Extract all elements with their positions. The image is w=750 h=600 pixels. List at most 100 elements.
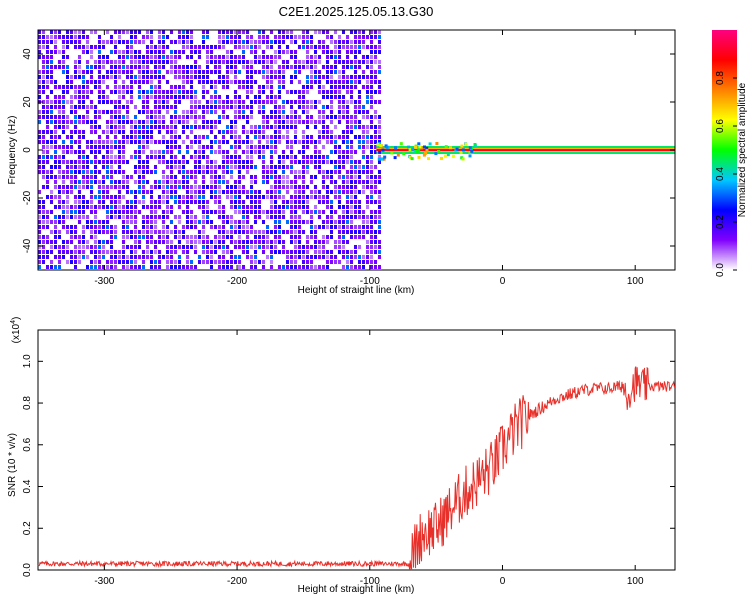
spectrogram-cell — [326, 250, 329, 254]
spectrogram-cell — [242, 140, 245, 144]
spectrogram-cell — [106, 140, 109, 144]
spectrogram-cell — [62, 70, 65, 74]
spectrogram-cell — [182, 110, 185, 114]
spectrogram-cell — [262, 265, 265, 269]
colorbar-gradient — [712, 30, 737, 270]
spectrogram-cell — [102, 55, 105, 59]
spectrogram-cell — [66, 240, 69, 244]
spectrogram-cell — [210, 145, 213, 149]
spectrogram-cell — [70, 235, 73, 239]
spectrogram-cell — [142, 215, 145, 219]
spectrogram-cell — [374, 235, 377, 239]
spectrogram-cell — [270, 80, 273, 84]
spectrogram-cell — [186, 120, 189, 124]
spectrogram-cell — [322, 255, 325, 259]
spectrogram-cell — [74, 95, 77, 99]
signal-speckle — [418, 145, 422, 149]
spectrogram-cell — [214, 250, 217, 254]
spectrogram-cell — [266, 140, 269, 144]
spectrogram-cell — [94, 140, 97, 144]
spectrogram-cell — [186, 30, 189, 34]
spectrogram-cell — [370, 210, 373, 214]
spectrogram-cell — [162, 230, 165, 234]
spectrogram-cell — [190, 225, 193, 229]
spectrogram-cell — [110, 235, 113, 239]
spectrogram-cell — [370, 100, 373, 104]
spectrogram-cell — [346, 105, 349, 109]
spectrogram-cell — [46, 130, 49, 134]
spectrogram-cell — [310, 180, 313, 184]
spectrogram-cell — [294, 135, 297, 139]
spectrogram-cell — [90, 175, 93, 179]
spectrogram-cell — [298, 70, 301, 74]
spectrogram-cell — [38, 30, 41, 34]
spectrogram-cell — [362, 85, 365, 89]
spectrogram-cell — [174, 130, 177, 134]
spectrogram-cell — [146, 110, 149, 114]
spectrogram-cell — [278, 210, 281, 214]
spectrogram-cell — [150, 80, 153, 84]
spectrogram-cell — [318, 210, 321, 214]
spectrogram-cell — [234, 155, 237, 159]
spectrogram-cell — [378, 40, 381, 44]
spectrogram-cell — [66, 135, 69, 139]
spectrogram-cell — [154, 225, 157, 229]
spectrogram-cell — [150, 225, 153, 229]
spectrogram-cell — [354, 100, 357, 104]
spectrogram-cell — [282, 70, 285, 74]
spectrogram-cell — [110, 170, 113, 174]
spectrogram-cell — [354, 230, 357, 234]
spectrogram-cell — [154, 240, 157, 244]
spectrogram-cell — [190, 190, 193, 194]
spectrogram-cell — [50, 130, 53, 134]
spectrogram-cell — [94, 165, 97, 169]
spectrogram-cell — [50, 230, 53, 234]
spectrogram-cell — [246, 165, 249, 169]
spectrogram-cell — [170, 190, 173, 194]
spectrogram-cell — [290, 240, 293, 244]
spectrogram-cell — [322, 170, 325, 174]
spectrogram-cell — [378, 205, 381, 209]
spectrogram-cell — [242, 265, 245, 269]
spectrogram-cell — [86, 175, 89, 179]
spectrogram-cell — [190, 265, 193, 269]
spectrogram-cell — [94, 110, 97, 114]
spectrogram-cell — [210, 80, 213, 84]
spectrogram-cell — [178, 70, 181, 74]
spectrogram-cell — [78, 180, 81, 184]
spectrogram-cell — [190, 260, 193, 264]
spectrogram-cell — [250, 205, 253, 209]
spectrogram-cell — [326, 260, 329, 264]
spectrogram-cell — [170, 85, 173, 89]
spectrogram-cell — [314, 225, 317, 229]
spectrogram-cell — [154, 150, 157, 154]
spectrogram-cell — [194, 50, 197, 54]
spectrogram-cell — [38, 45, 41, 49]
spectrogram-cell — [314, 165, 317, 169]
spectrogram-cell — [262, 115, 265, 119]
spectrogram-cell — [314, 245, 317, 249]
spectrogram-cell — [70, 260, 73, 264]
spectrogram-cell — [198, 115, 201, 119]
spectrogram-cell — [198, 260, 201, 264]
spectrogram-cell — [362, 75, 365, 79]
spectrogram-cell — [246, 130, 249, 134]
spectrogram-cell — [322, 75, 325, 79]
spectrogram-cell — [90, 150, 93, 154]
spectrogram-cell — [346, 90, 349, 94]
spectrogram-cell — [154, 90, 157, 94]
spectrogram-cell — [346, 185, 349, 189]
spectrogram-cell — [258, 215, 261, 219]
spectrogram-x-tick-label: 100 — [627, 276, 644, 287]
spectrogram-cell — [250, 200, 253, 204]
spectrogram-cell — [198, 185, 201, 189]
spectrogram-cell — [234, 125, 237, 129]
spectrogram-cell — [250, 180, 253, 184]
spectrogram-cell — [50, 80, 53, 84]
spectrogram-cell — [374, 50, 377, 54]
spectrogram-cell — [178, 135, 181, 139]
spectrogram-cell — [346, 175, 349, 179]
signal-speckle — [385, 145, 389, 149]
spectrogram-cell — [82, 235, 85, 239]
